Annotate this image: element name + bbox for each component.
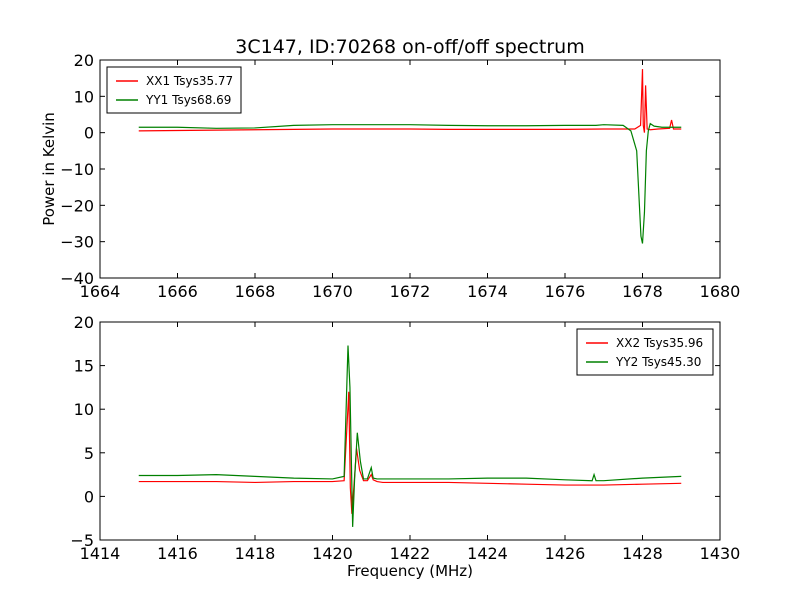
bottom-y-tick-label: −5: [70, 531, 94, 550]
bottom-y-tick-label: 5: [84, 444, 94, 463]
bottom-x-tick-label: 1420: [312, 544, 353, 563]
bottom-x-tick-label: 1424: [467, 544, 508, 563]
top-y-tick-label: −40: [60, 269, 94, 288]
bottom-x-tick-label: 1422: [390, 544, 431, 563]
top-y-tick-label: 0: [84, 124, 94, 143]
bottom-y-tick-label: 10: [74, 400, 94, 419]
bottom-x-tick-label: 1428: [622, 544, 663, 563]
top-legend-label-2: YY1 Tsys68.69: [145, 93, 231, 107]
top-panel: 1664 1666 1668 1670 1672 1674 1676 1678 1680 −40 −…: [40, 51, 740, 301]
top-legend-box: [106, 66, 242, 114]
top-y-tick-label: −30: [60, 233, 94, 252]
bottom-x-tick-label: 1414: [80, 544, 121, 563]
top-x-tick-label: 1670: [312, 282, 353, 301]
bottom-x-tick-label: 1426: [545, 544, 586, 563]
top-x-tick-label: 1668: [235, 282, 276, 301]
top-y-tick-label: 10: [74, 87, 94, 106]
top-y-axis-label: Power in Kelvin: [40, 112, 58, 226]
top-y-tick-label: −20: [60, 196, 94, 215]
top-series-line-1: [138, 69, 682, 133]
bottom-x-tick-label: 1418: [235, 544, 276, 563]
top-x-tick-label: 1664: [80, 282, 121, 301]
bottom-legend: XX2 Tsys35.96 YY2 Tsys45.30: [576, 328, 714, 376]
top-x-tick-label: 1678: [622, 282, 663, 301]
top-x-tick-label: 1666: [157, 282, 198, 301]
bottom-y-tick-label: 0: [84, 487, 94, 506]
top-legend-label-1: XX1 Tsys35.77: [146, 74, 233, 88]
top-y-tick-label: −10: [60, 160, 94, 179]
top-x-tick-label: 1672: [390, 282, 431, 301]
bottom-x-tick-label: 1416: [157, 544, 198, 563]
bottom-series-line-2: [138, 345, 682, 527]
top-legend: XX1 Tsys35.77 YY1 Tsys68.69: [106, 66, 242, 114]
figure-title: 3C147, ID:70268 on-off/off spectrum: [235, 36, 584, 58]
bottom-y-tick-label: 20: [74, 313, 94, 332]
bottom-x-tick-label: 1430: [700, 544, 741, 563]
top-series-line-2: [138, 122, 682, 244]
top-x-tick-label: 1676: [545, 282, 586, 301]
bottom-panel: 1414 1416 1418 1420 1422 1424 1426 1428 1430 −5 0 5…: [70, 313, 740, 580]
bottom-series-line-1: [138, 391, 682, 514]
bottom-legend-box: [576, 328, 714, 376]
top-y-tick-label: 20: [74, 51, 94, 70]
bottom-legend-label-2: YY2 Tsys45.30: [615, 355, 701, 369]
top-x-tick-label: 1674: [467, 282, 508, 301]
top-x-tick-label: 1680: [700, 282, 741, 301]
bottom-y-tick-label: 15: [74, 357, 94, 376]
bottom-legend-label-1: XX2 Tsys35.96: [616, 336, 703, 350]
bottom-x-axis-label: Frequency (MHz): [347, 562, 473, 580]
